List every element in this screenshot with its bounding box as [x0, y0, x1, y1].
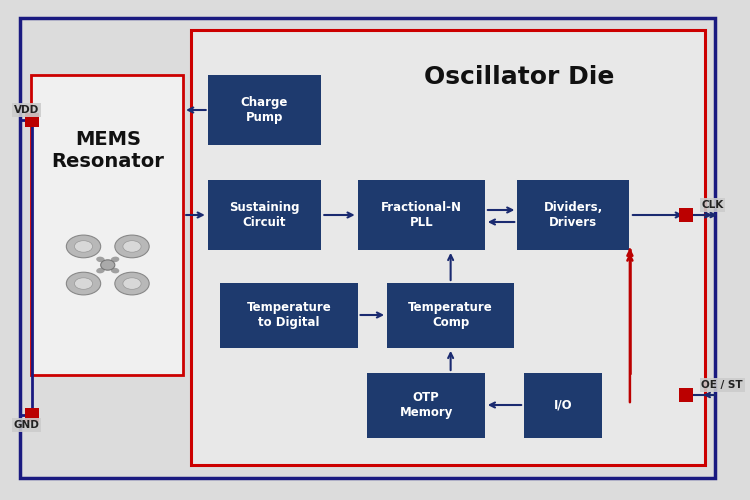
Text: MEMS
Resonator: MEMS Resonator [51, 130, 164, 171]
Bar [26, 113, 39, 127]
Ellipse shape [100, 260, 115, 270]
Ellipse shape [66, 235, 100, 258]
Ellipse shape [123, 240, 141, 252]
Bar [209, 180, 321, 250]
Text: Sustaining
Circuit: Sustaining Circuit [230, 200, 300, 229]
Bar [524, 372, 602, 438]
Text: OE / ST: OE / ST [701, 380, 743, 390]
Bar [191, 30, 705, 465]
Text: Fractional-N
PLL: Fractional-N PLL [381, 200, 462, 229]
Bar [220, 282, 358, 348]
Bar [679, 208, 692, 222]
Text: Temperature
Comp: Temperature Comp [408, 300, 493, 329]
Ellipse shape [96, 256, 105, 262]
Text: Dividers,
Drivers: Dividers, Drivers [544, 200, 603, 229]
Ellipse shape [66, 272, 100, 295]
Ellipse shape [115, 235, 149, 258]
Ellipse shape [111, 256, 119, 262]
Ellipse shape [115, 272, 149, 295]
Text: Charge
Pump: Charge Pump [241, 96, 288, 124]
Bar [26, 408, 39, 422]
Text: VDD: VDD [13, 105, 39, 115]
Bar [358, 180, 485, 250]
Ellipse shape [74, 240, 92, 252]
Text: CLK: CLK [701, 200, 724, 210]
Text: Temperature
to Digital: Temperature to Digital [247, 300, 332, 329]
Bar [387, 282, 514, 348]
Text: GND: GND [13, 420, 40, 430]
Ellipse shape [96, 268, 105, 274]
Bar [679, 388, 692, 402]
Bar [368, 372, 485, 438]
Ellipse shape [111, 268, 119, 274]
Text: I/O: I/O [554, 398, 572, 411]
Text: OTP
Memory: OTP Memory [400, 391, 453, 419]
Bar [32, 75, 183, 375]
Ellipse shape [74, 278, 92, 289]
Ellipse shape [123, 278, 141, 289]
Bar [209, 75, 321, 145]
Bar [517, 180, 629, 250]
Text: Oscillator Die: Oscillator Die [424, 65, 614, 89]
